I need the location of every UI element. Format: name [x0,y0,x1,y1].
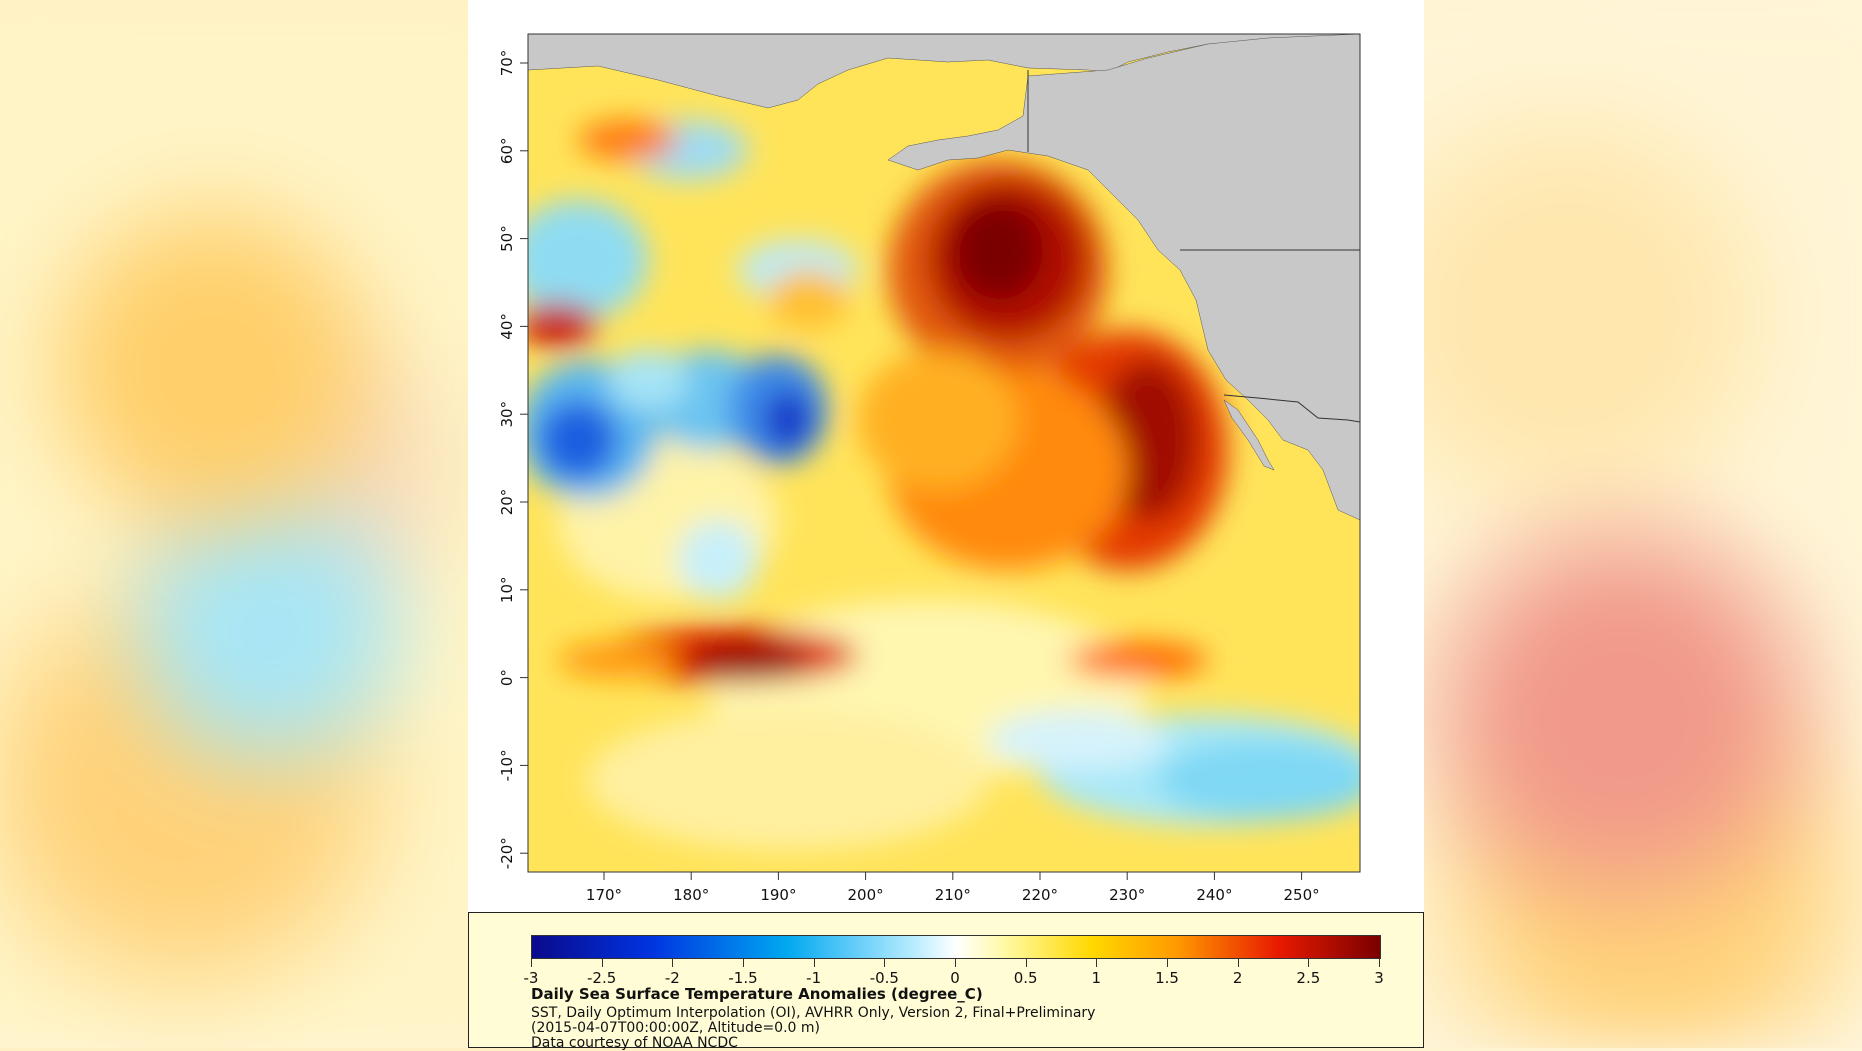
lon-tick-label: 210° [935,886,971,904]
colorbar-tick-mark [1096,959,1098,967]
lon-tick-label: 200° [848,886,884,904]
lon-tick-label: 230° [1109,886,1145,904]
latitude-axis: 70° 60° 50° 40° 30° 20° 10° 0° -10° -20° [498,50,528,869]
colorbar-tick-mark [1308,959,1310,967]
legend-dataset-line: SST, Daily Optimum Interpolation (OI), A… [531,1005,1096,1021]
colorbar-tick-label: -3 [523,969,539,987]
lon-tick-label: 190° [760,886,796,904]
colorbar-tick-label: -0.5 [869,969,899,987]
colorbar-tick-mark [601,959,603,967]
map-panel: 70° 60° 50° 40° 30° 20° 10° 0° -10° -20° 170° 180°… [468,0,1424,1051]
lon-tick-label: 220° [1022,886,1058,904]
colorbar-tick-label: -2 [664,969,680,987]
us-mexico-border [1223,394,1360,423]
colorbar-tick-mark [1237,959,1239,967]
longitude-axis: 170° 180° 190° 200° 210° 220° 230° 240° 250° [586,872,1320,904]
lat-tick-label: 20° [498,489,516,516]
map-plot-area [528,34,1360,872]
lon-tick-label: 170° [586,886,622,904]
colorbar-tick-mark [813,959,815,967]
lat-tick-label: 30° [498,401,516,428]
land-baja-california [1223,399,1275,471]
colorbar-tick-label: -2.5 [587,969,617,987]
land-north-america [887,34,1360,521]
colorbar-tick-label: 2 [1232,969,1243,987]
colorbar-tick-label: -1 [806,969,822,987]
lat-tick-label: 10° [498,577,516,604]
map-frame [527,33,1361,873]
colorbar [531,935,1381,959]
sst-anomaly-map: 70° 60° 50° 40° 30° 20° 10° 0° -10° -20° 170° 180°… [498,33,1361,904]
lat-tick-label: 40° [498,313,516,340]
land-siberia-strip [528,34,558,60]
legend-credit-line: Data courtesy of NOAA NCDC [531,1035,738,1051]
legend-title: Daily Sea Surface Temperature Anomalies … [531,985,983,1003]
colorbar-tick-label: 0.5 [1013,969,1038,987]
lat-tick-label: -10° [498,749,516,781]
legend-box: -3 -2.5 -2 -1.5 -1 -0.5 0 0.5 1 1.5 2 2.5 3 Daily Se… [468,912,1424,1051]
lon-tick-label: 180° [673,886,709,904]
colorbar-tick-label: 1 [1091,969,1102,987]
colorbar-tick-mark [531,959,532,967]
colorbar-tick-mark [955,959,956,967]
lat-tick-label: -20° [498,837,516,869]
colorbar-tick-label: 0 [950,969,960,987]
lat-tick-label: 0° [498,669,516,686]
lat-tick-label: 50° [498,225,516,252]
blurred-background-left [0,0,520,1048]
colorbar-tick-mark [884,959,886,967]
colorbar-tick-mark [1025,959,1027,967]
colorbar-tick-label: 1.5 [1155,969,1179,987]
colorbar-tick-label: 2.5 [1296,969,1321,987]
colorbar-tick-mark [743,959,744,967]
colorbar-tick-mark [672,959,674,967]
colorbar-tick-label: 3 [1374,969,1384,987]
colorbar-tick-label: -1.5 [728,969,758,987]
colorbar-tick-mark [1167,959,1168,967]
lat-tick-label: 60° [498,138,516,165]
lon-tick-label: 240° [1196,886,1232,904]
colorbar-tick-mark [1379,959,1380,967]
lon-tick-label: 250° [1284,886,1320,904]
blurred-background-right [1342,0,1862,1048]
lat-tick-label: 70° [498,50,516,77]
legend-time-line: (2015-04-07T00:00:00Z, Altitude=0.0 m) [531,1020,820,1036]
anomaly-field [528,120,1360,850]
